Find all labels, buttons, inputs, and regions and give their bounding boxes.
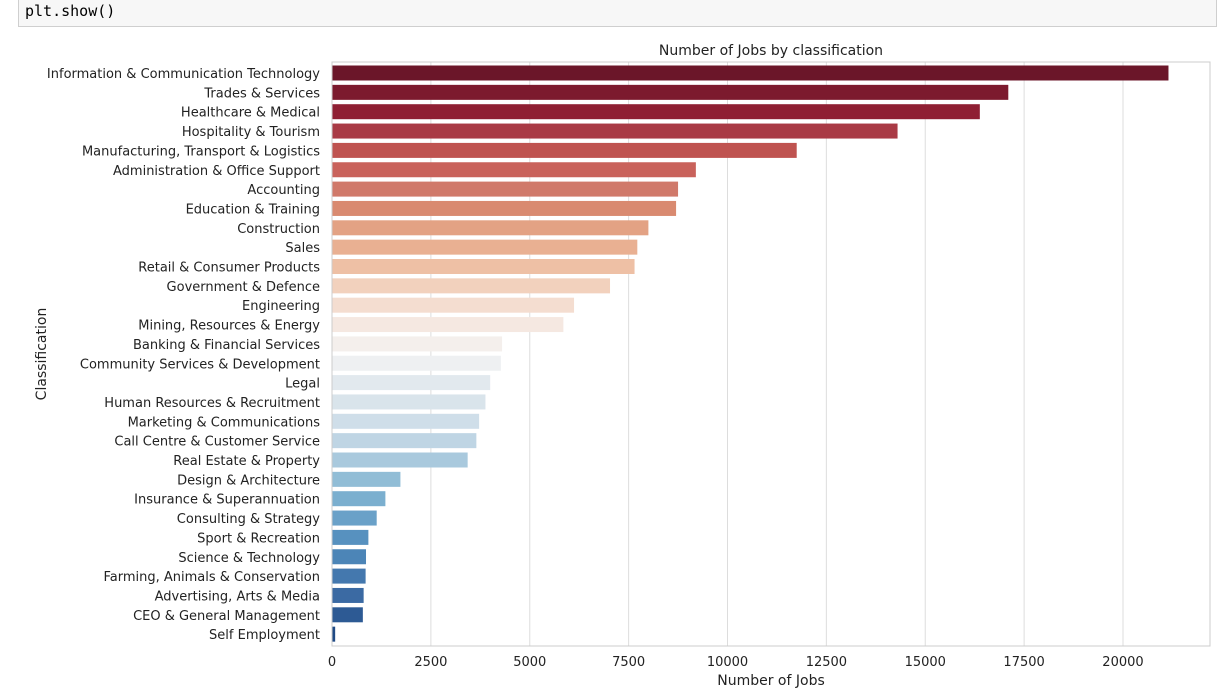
bar [332, 220, 649, 236]
bar [332, 336, 503, 352]
plot-frame [331, 61, 1211, 647]
x-tick-label: 5000 [513, 655, 546, 670]
bar [332, 626, 336, 642]
bar [332, 529, 369, 545]
x-tick-label: 10000 [707, 655, 748, 670]
x-tick-labels: 0 2500 5000 7500 10000 12500 15000 17500 20000 [328, 655, 1144, 670]
y-axis-title: Classification [34, 308, 50, 401]
y-tick-label: Real Estate & Property [173, 454, 320, 469]
bar [332, 317, 564, 333]
bar [332, 162, 696, 178]
y-tick-label: Construction [237, 222, 320, 237]
y-tick-label: Advertising, Arts & Media [155, 589, 320, 604]
y-tick-label: Design & Architecture [177, 473, 320, 488]
code-cell[interactable]: plt.show() [18, 0, 1217, 27]
y-tick-label: Trades & Services [203, 86, 320, 101]
y-tick-label: CEO & General Management [133, 609, 320, 624]
bar [332, 355, 501, 371]
y-tick-label: Banking & Financial Services [133, 338, 320, 353]
code-text: plt.show() [25, 2, 116, 20]
chart-title: Number of Jobs by classification [659, 43, 883, 59]
bar [332, 375, 491, 391]
bar [332, 239, 638, 255]
y-tick-label: Sales [285, 241, 320, 256]
y-tick-label: Retail & Consumer Products [138, 261, 320, 276]
y-tick-label: Human Resources & Recruitment [104, 396, 320, 411]
y-tick-label: Information & Communication Technology [47, 67, 320, 82]
bar [332, 413, 480, 429]
y-tick-label: Sport & Recreation [197, 531, 320, 546]
x-tick-label: 17500 [1003, 655, 1044, 670]
x-tick-label: 12500 [806, 655, 847, 670]
y-tick-label: Accounting [247, 183, 320, 198]
y-tick-labels: Information & Communication Technology Tr… [47, 67, 320, 643]
bar [332, 142, 797, 158]
bar [332, 491, 386, 507]
y-tick-label: Marketing & Communications [128, 415, 321, 430]
bar [332, 471, 401, 487]
x-tick-label: 2500 [414, 655, 447, 670]
y-tick-label: Community Services & Development [80, 357, 320, 372]
x-tick-label: 20000 [1102, 655, 1143, 670]
bar [332, 259, 635, 274]
bar [332, 181, 679, 197]
y-tick-label: Farming, Animals & Conservation [103, 570, 320, 585]
y-tick-label: Manufacturing, Transport & Logistics [82, 144, 320, 159]
y-tick-label: Call Centre & Customer Service [114, 435, 320, 450]
y-tick-label: Administration & Office Support [113, 164, 320, 179]
bar [332, 510, 377, 526]
y-tick-label: Science & Technology [178, 551, 320, 566]
y-tick-label: Education & Training [186, 202, 320, 217]
y-tick-label: Government & Defence [167, 280, 320, 295]
bar [332, 65, 1169, 81]
x-axis-title: Number of Jobs [717, 673, 825, 689]
x-tick-label: 7500 [612, 655, 645, 670]
y-tick-label: Legal [285, 377, 320, 392]
bars [332, 65, 1169, 642]
y-tick-label: Mining, Resources & Energy [138, 319, 320, 334]
bar [332, 297, 575, 313]
bar [332, 549, 367, 565]
x-tick-label: 15000 [905, 655, 946, 670]
bar-chart: Number of Jobs by classification Informa… [34, 43, 1211, 689]
bar [332, 104, 980, 120]
y-tick-label: Consulting & Strategy [177, 512, 321, 527]
bar [332, 394, 486, 410]
y-tick-label: Healthcare & Medical [181, 106, 320, 121]
bar [332, 200, 677, 216]
y-tick-label: Engineering [242, 299, 320, 314]
y-tick-label: Self Employment [209, 628, 320, 643]
bar [332, 84, 1009, 100]
y-tick-label: Hospitality & Tourism [182, 125, 320, 140]
grid-lines [331, 62, 1124, 646]
y-tick-label: Insurance & Superannuation [134, 493, 320, 508]
x-tick-label: 0 [328, 655, 336, 670]
bar [332, 587, 364, 603]
bar [332, 607, 363, 623]
bar [332, 123, 898, 139]
bar [332, 433, 477, 449]
bar [332, 452, 468, 468]
bar [332, 278, 611, 294]
bar [332, 568, 366, 584]
